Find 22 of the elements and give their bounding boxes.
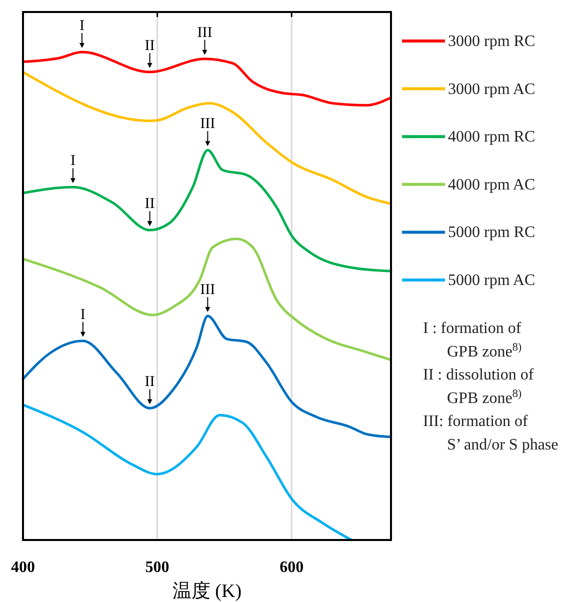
legend-label: 3000 rpm RC xyxy=(448,33,536,50)
x-tick-label: 400 xyxy=(11,559,35,576)
legend-label: 4000 rpm RC xyxy=(448,128,536,146)
annotation: III xyxy=(200,116,216,132)
annotation: II xyxy=(144,374,155,390)
text: III: formation of S’ and/or S phase xyxy=(423,413,558,454)
x-axis-title: 温度 (K) xyxy=(172,580,242,602)
text: I : formation of GPB zone$^{8)}$ xyxy=(423,320,522,360)
annotation: III xyxy=(197,24,212,41)
legend-label: 4000 rpm AC xyxy=(448,176,536,194)
annotation: I xyxy=(79,18,84,34)
legend-label: 5000 rpm AC xyxy=(448,272,536,289)
legend-label: 5000 rpm RC xyxy=(448,224,536,242)
x-tick-label: 600 xyxy=(280,559,304,576)
annotation: I xyxy=(70,153,76,170)
text: II : dissolution of GPB zone$^{8)}$ xyxy=(423,366,534,407)
annotation: III xyxy=(200,282,216,298)
annotation: I xyxy=(80,306,86,323)
annotation: II xyxy=(144,38,155,54)
x-tick-label: 500 xyxy=(145,559,170,576)
legend-label: 3000 rpm AC xyxy=(448,80,536,98)
annotation: II xyxy=(144,196,155,212)
